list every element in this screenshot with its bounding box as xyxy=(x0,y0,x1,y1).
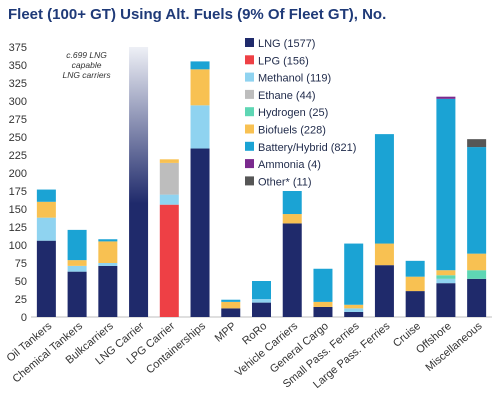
bar-oil-tankers-seg-6 xyxy=(36,189,56,202)
bar-offshore-seg-0 xyxy=(436,283,456,317)
legend-swatch-4 xyxy=(245,107,254,117)
y-tick-label-3: 75 xyxy=(15,258,27,270)
legend-label-1: LPG (156) xyxy=(258,55,309,67)
lng-capacity-annotation: c.699 LNG capable LNG carriers xyxy=(62,50,111,80)
legend-swatch-2 xyxy=(245,72,254,82)
legend-label-0: LNG (1577) xyxy=(258,38,315,50)
y-tick-label-4: 100 xyxy=(9,240,27,252)
y-tick-label-8: 200 xyxy=(9,168,27,180)
bar-miscellaneous-seg-0 xyxy=(467,278,487,317)
legend-swatch-7 xyxy=(245,159,254,169)
y-tick-label-13: 325 xyxy=(9,78,27,90)
bar-general-cargo-seg-5 xyxy=(313,301,333,307)
annotation-line-1: capable xyxy=(72,60,102,70)
legend-label-7: Ammonia (4) xyxy=(258,159,321,171)
bar-cruise-seg-6 xyxy=(405,260,425,277)
bar-general-cargo-seg-6 xyxy=(313,268,333,302)
legend: LNG (1577) LPG (156) Methanol (119) Ethane … xyxy=(245,38,356,188)
annotation-line-2: LNG carriers xyxy=(62,70,111,80)
bar-cruise-seg-0 xyxy=(405,291,425,317)
legend-label-3: Ethane (44) xyxy=(258,90,315,102)
legend-label-4: Hydrogen (25) xyxy=(258,107,328,119)
y-tick-label-6: 150 xyxy=(9,204,27,216)
legend-swatch-5 xyxy=(245,124,254,134)
bar-containerships-seg-2 xyxy=(190,105,210,149)
chart-title: Fleet (100+ GT) Using Alt. Fuels (9% Of … xyxy=(8,6,387,23)
y-axis: 0 25 50 75 100 125 150 175 200 225 250 275 300 325 350… xyxy=(9,42,492,324)
bar-offshore-seg-2 xyxy=(436,278,456,284)
bar-small-pass-ferries-seg-0 xyxy=(344,311,364,317)
y-tick-label-9: 225 xyxy=(9,150,27,162)
y-tick-label-15: 375 xyxy=(9,42,27,54)
bar-bulkcarriers-seg-5 xyxy=(98,241,118,263)
legend-swatch-3 xyxy=(245,89,254,99)
bar-lpg-carrier-seg-5 xyxy=(159,159,179,163)
legend-label-2: Methanol (119) xyxy=(258,73,331,85)
y-tick-label-7: 175 xyxy=(9,186,27,198)
bar-small-pass-ferries-seg-6 xyxy=(344,243,364,305)
y-tick-label-11: 275 xyxy=(9,114,27,126)
bar-miscellaneous-seg-6 xyxy=(467,147,487,254)
legend-label-8: Other* (11) xyxy=(258,176,312,188)
y-tick-label-1: 25 xyxy=(15,294,27,306)
bars xyxy=(36,47,487,317)
bar-lng-carrier-seg-0 xyxy=(129,47,149,317)
bar-miscellaneous-seg-8 xyxy=(467,139,487,148)
bar-bulkcarriers-seg-6 xyxy=(98,239,118,242)
legend-label-6: Battery/Hybrid (821) xyxy=(258,142,356,154)
bar-lpg-carrier-seg-1 xyxy=(159,204,179,317)
bar-chemical-tankers-seg-0 xyxy=(67,271,87,317)
bar-mpp-seg-0 xyxy=(221,308,241,317)
bar-small-pass-ferries-seg-5 xyxy=(344,304,364,309)
bar-chemical-tankers-seg-6 xyxy=(67,229,87,261)
bar-roro-seg-6 xyxy=(252,281,271,299)
y-tick-label-14: 350 xyxy=(9,60,27,72)
y-tick-label-0: 0 xyxy=(21,312,27,324)
bar-lpg-carrier-seg-3 xyxy=(159,162,179,195)
bar-containerships-seg-0 xyxy=(190,148,210,317)
bar-vehicle-carriers-seg-0 xyxy=(282,223,302,317)
bar-offshore-seg-6 xyxy=(436,98,456,271)
y-tick-label-10: 250 xyxy=(9,132,27,144)
bar-bulkcarriers-seg-0 xyxy=(98,265,118,317)
bar-oil-tankers-seg-5 xyxy=(36,201,56,218)
annotation-line-0: c.699 LNG xyxy=(66,50,107,60)
bar-vehicle-carriers-seg-5 xyxy=(282,214,302,224)
bar-large-pass-ferries-seg-5 xyxy=(374,243,394,266)
bar-roro-seg-0 xyxy=(252,302,271,317)
bar-offshore-seg-4 xyxy=(436,275,456,279)
bar-bulkcarriers-seg-2 xyxy=(98,263,118,266)
bar-large-pass-ferries-seg-0 xyxy=(374,265,394,317)
bar-miscellaneous-seg-4 xyxy=(467,270,487,279)
legend-swatch-6 xyxy=(245,141,254,151)
bar-cruise-seg-5 xyxy=(405,276,425,292)
bar-small-pass-ferries-seg-2 xyxy=(344,308,364,312)
bar-chemical-tankers-seg-5 xyxy=(67,260,87,266)
bar-containerships-seg-6 xyxy=(190,61,210,70)
bar-vehicle-carriers-seg-6 xyxy=(282,191,302,215)
legend-swatch-1 xyxy=(245,55,254,65)
bar-containerships-seg-5 xyxy=(190,69,210,106)
y-tick-label-12: 300 xyxy=(9,96,27,108)
legend-swatch-0 xyxy=(245,38,254,47)
bar-general-cargo-seg-0 xyxy=(313,306,333,317)
bar-miscellaneous-seg-5 xyxy=(467,253,487,271)
x-tick-label-6: MPP xyxy=(213,320,239,345)
legend-swatch-8 xyxy=(245,176,254,186)
bar-large-pass-ferries-seg-6 xyxy=(374,134,394,244)
bar-chemical-tankers-seg-2 xyxy=(67,265,87,272)
bar-roro-seg-2 xyxy=(252,299,271,303)
bar-offshore-seg-7 xyxy=(436,96,456,99)
bar-oil-tankers-seg-0 xyxy=(36,240,56,317)
y-tick-label-2: 50 xyxy=(15,276,27,288)
bar-mpp-seg-6 xyxy=(221,299,241,302)
bar-mpp-seg-5 xyxy=(221,301,241,309)
bar-lpg-carrier-seg-2 xyxy=(159,194,179,205)
bar-oil-tankers-seg-2 xyxy=(36,217,56,241)
bar-offshore-seg-5 xyxy=(436,270,456,276)
legend-label-5: Biofuels (228) xyxy=(258,125,326,137)
y-tick-label-5: 125 xyxy=(9,222,27,234)
